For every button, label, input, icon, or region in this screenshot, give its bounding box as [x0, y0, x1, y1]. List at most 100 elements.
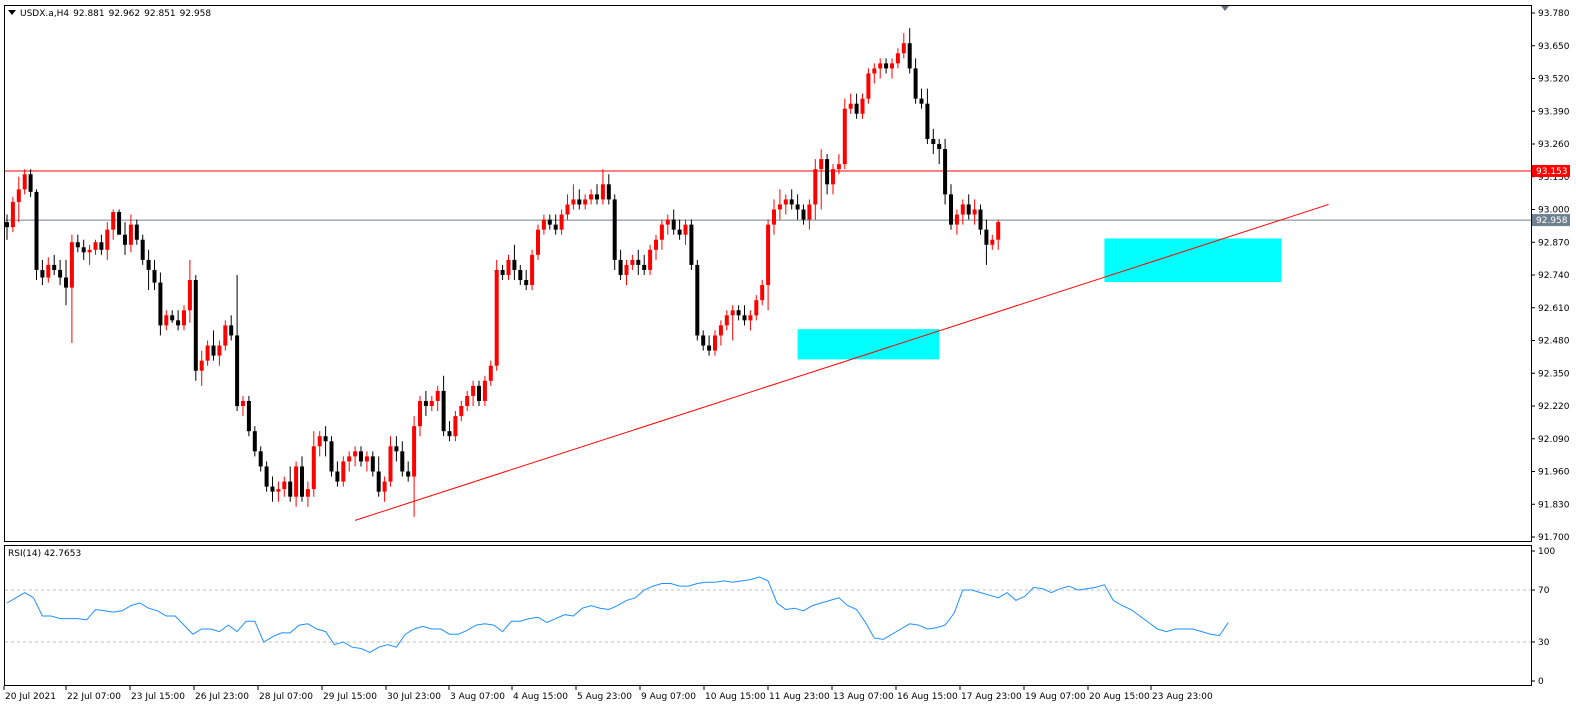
candle-body — [937, 144, 942, 150]
candle — [506, 254, 511, 281]
candle — [406, 461, 411, 482]
support-zone-1[interactable] — [797, 329, 940, 360]
candle-body — [565, 204, 570, 215]
rsi-label: RSI(14) 42.7653 — [8, 549, 82, 559]
candle — [966, 194, 971, 220]
candle — [836, 154, 841, 175]
candle-body — [571, 199, 576, 205]
candle — [990, 234, 995, 250]
candle — [949, 184, 953, 230]
candle — [235, 275, 240, 412]
candle-body — [925, 103, 930, 139]
candle — [123, 222, 127, 255]
candle — [648, 244, 653, 275]
candle-body — [648, 249, 653, 270]
candle-body — [789, 199, 794, 205]
candle-body — [966, 204, 971, 215]
time-axis: 20 Jul 2021 22 Jul 07:00 23 Jul 15:00 26 Ju… — [3, 686, 1213, 702]
candle-body — [695, 264, 700, 336]
candle — [429, 395, 434, 412]
candle — [766, 219, 771, 311]
candle — [512, 244, 517, 281]
candle — [140, 234, 145, 265]
ascending-trendline[interactable] — [354, 203, 1329, 521]
candle-body — [754, 300, 759, 316]
scroll-shift-marker[interactable] — [1221, 6, 1229, 11]
candle-body — [884, 63, 889, 69]
rsi-line — [6, 576, 1229, 653]
time-tick-label: 3 Aug 07:00 — [450, 692, 505, 702]
candle — [890, 58, 894, 79]
candle — [152, 259, 157, 291]
candle-body — [87, 249, 92, 253]
candle-body — [949, 194, 953, 225]
candle-body — [394, 446, 399, 452]
candle-body — [388, 446, 393, 482]
candle-body — [140, 239, 145, 260]
time-tick-label: 22 Jul 07:00 — [67, 692, 121, 702]
candle — [795, 194, 800, 220]
candle-body — [901, 43, 906, 54]
candle-body — [158, 282, 163, 326]
candle — [276, 481, 281, 502]
ohlc-high: 92.962 — [108, 9, 141, 19]
candle-body — [878, 63, 883, 69]
candle — [81, 239, 86, 260]
candle-body — [825, 159, 830, 185]
candle — [311, 431, 316, 497]
candle-body — [748, 315, 753, 321]
price-tick-label: 92.090 — [1538, 435, 1570, 445]
candle — [241, 395, 245, 417]
time-tick-label: 11 Aug 23:00 — [769, 692, 830, 702]
candle-body — [984, 229, 989, 245]
candle — [689, 219, 694, 270]
candle — [435, 385, 440, 412]
candle-body — [624, 264, 629, 275]
candle — [376, 456, 381, 497]
candle-body — [300, 466, 304, 497]
candle — [872, 63, 877, 84]
candle-body — [264, 466, 269, 487]
time-tick-label: 4 Aug 15:00 — [513, 692, 568, 702]
candle-body — [718, 325, 723, 336]
candle-body — [270, 486, 275, 492]
candle — [701, 330, 706, 351]
candle — [878, 58, 883, 79]
candle-body — [836, 164, 841, 170]
candle-body — [772, 209, 776, 225]
chart-menu-triangle-icon[interactable] — [8, 10, 16, 15]
support-zones[interactable] — [797, 238, 1282, 360]
candle — [5, 214, 9, 240]
candle — [40, 259, 45, 286]
candle-body — [400, 451, 405, 472]
candle — [577, 189, 582, 210]
candle-body — [671, 219, 676, 230]
candle-body — [329, 441, 334, 472]
candle-body — [5, 222, 9, 228]
candle — [866, 68, 871, 104]
candle-body — [801, 209, 806, 220]
candle — [547, 214, 552, 230]
support-zone-2[interactable] — [1104, 238, 1282, 283]
candle-body — [518, 269, 523, 281]
candle-body — [654, 239, 658, 250]
candle-body — [164, 315, 169, 326]
price-tick-label: 93.000 — [1538, 206, 1570, 216]
rsi-series — [5, 576, 1531, 653]
candle-body — [81, 247, 86, 253]
candle-body — [52, 264, 57, 270]
trendline-layer[interactable] — [354, 203, 1329, 521]
candle — [441, 375, 446, 437]
candle-body — [10, 201, 15, 228]
candle-body — [819, 159, 824, 170]
candle-body — [341, 461, 346, 482]
candle-body — [960, 204, 965, 215]
price-tick-label: 93.130 — [1538, 173, 1570, 183]
candle-body — [465, 395, 470, 406]
candle-body — [182, 310, 186, 326]
candle-body — [16, 189, 21, 202]
candle-body — [229, 325, 234, 336]
candle-body — [583, 199, 588, 205]
